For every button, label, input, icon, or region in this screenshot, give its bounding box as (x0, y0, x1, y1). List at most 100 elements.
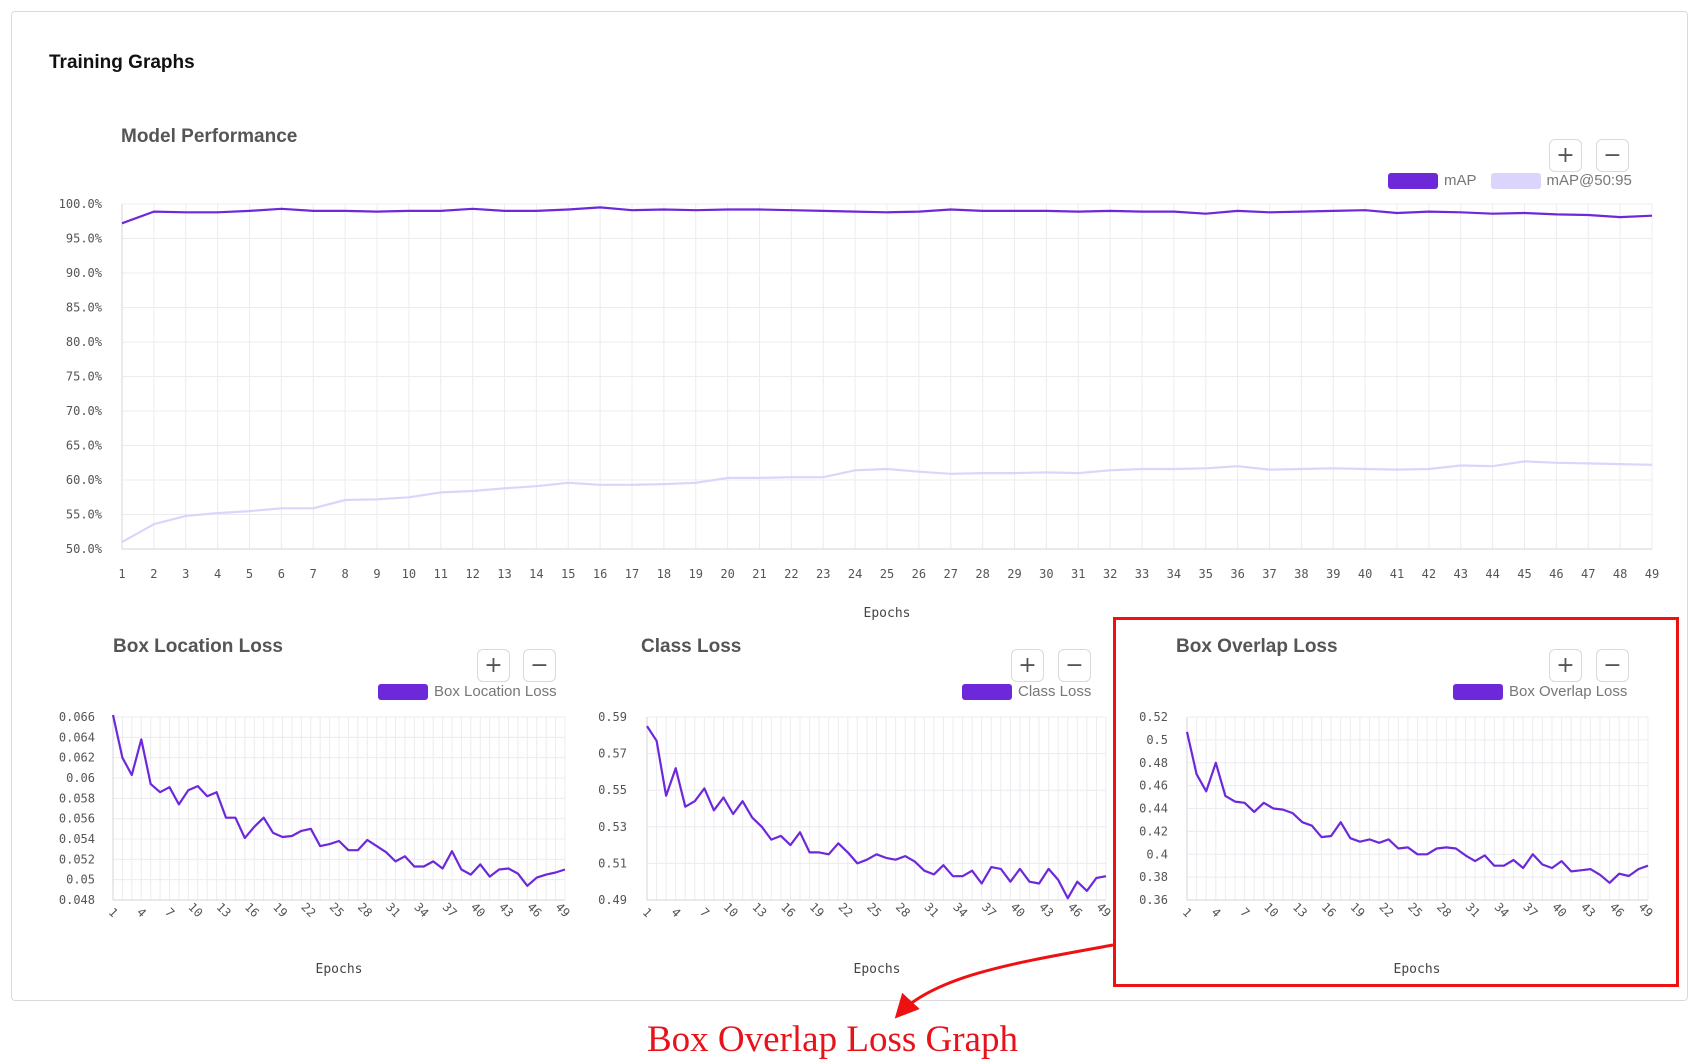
y-tick-label: 0.42 (1139, 824, 1168, 838)
series-line-map (121, 206, 1653, 225)
y-tick-label: 65.0% (66, 439, 103, 453)
card-title: Training Graphs (49, 52, 195, 73)
chart-title-box-overlap-loss: Box Overlap Loss (1176, 636, 1338, 657)
y-tick-label: 0.06 (66, 771, 95, 785)
y-tick-label: 0.55 (598, 783, 627, 797)
legend-label-map-50-95[interactable]: mAP@50:95 (1546, 172, 1632, 189)
zoom-out-button-class-loss[interactable]: − (1058, 649, 1091, 682)
x-tick-label: 44 (1485, 567, 1499, 581)
x-tick-label: 17 (625, 567, 639, 581)
y-tick-label: 70.0% (66, 404, 103, 418)
zoom-out-button-box-location-loss[interactable]: − (523, 649, 556, 682)
y-tick-label: 0.4 (1146, 847, 1168, 861)
grid (121, 203, 1653, 550)
x-tick-label: 6 (278, 567, 285, 581)
plus-icon: + (484, 653, 503, 678)
x-tick-label: 35 (1199, 567, 1213, 581)
zoom-in-button-class-loss[interactable]: + (1011, 649, 1044, 682)
y-tick-label: 0.49 (598, 893, 627, 907)
x-axis-title: Epochs (854, 962, 901, 977)
x-tick-label: 32 (1103, 567, 1117, 581)
minus-icon: − (530, 653, 549, 678)
x-tick-label: 20 (720, 567, 734, 581)
y-tick-label: 0.48 (1139, 756, 1168, 770)
plus-icon: + (1556, 143, 1575, 168)
y-tick-label: 0.066 (59, 710, 95, 724)
x-tick-label: 46 (1549, 567, 1563, 581)
x-tick-label: 19 (689, 567, 703, 581)
x-tick-label: 25 (880, 567, 894, 581)
x-tick-label: 13 (497, 567, 511, 581)
x-tick-label: 41 (1390, 567, 1404, 581)
legend-swatch-map-50-95[interactable] (1490, 172, 1541, 189)
y-tick-label: 0.36 (1139, 893, 1168, 907)
x-tick-label: 7 (310, 567, 317, 581)
y-tick-label: 60.0% (66, 473, 103, 487)
series-line-box-overlap-loss (1185, 731, 1649, 884)
x-tick-label: 37 (1262, 567, 1276, 581)
zoom-out-button-box-overlap-loss[interactable]: − (1596, 649, 1629, 682)
y-tick-label: 0.054 (59, 832, 95, 846)
legend-box-location-loss: Box Location Loss (378, 683, 557, 700)
legend-box-overlap-loss: Box Overlap Loss (1453, 683, 1627, 700)
plus-icon: + (1556, 653, 1575, 678)
x-tick-label: 26 (912, 567, 926, 581)
y-tick-label: 80.0% (66, 335, 103, 349)
x-tick-label: 3 (182, 567, 189, 581)
x-tick-label: 40 (1358, 567, 1372, 581)
y-tick-label: 0.46 (1139, 779, 1168, 793)
x-tick-label: 43 (1454, 567, 1468, 581)
highlight-box (1113, 617, 1679, 987)
callout-label: Box Overlap Loss Graph (647, 1019, 1018, 1060)
legend-swatch-box-overlap-loss[interactable] (1453, 683, 1503, 700)
chart-title-model-performance: Model Performance (121, 126, 298, 147)
y-tick-label: 0.064 (59, 730, 95, 744)
legend-label-class-loss[interactable]: Class Loss (1018, 683, 1092, 700)
y-tick-label: 90.0% (66, 266, 103, 280)
x-tick-label: 48 (1613, 567, 1627, 581)
y-tick-label: 50.0% (66, 542, 103, 556)
zoom-in-button-box-location-loss[interactable]: + (477, 649, 510, 682)
y-tick-label: 0.57 (598, 747, 627, 761)
x-tick-label: 4 (214, 567, 221, 581)
x-tick-label: 45 (1517, 567, 1531, 581)
x-tick-label: 33 (1135, 567, 1149, 581)
x-tick-label: 23 (816, 567, 830, 581)
legend-swatch-class-loss[interactable] (962, 683, 1012, 700)
y-tick-label: 0.056 (59, 812, 95, 826)
legend-label-box-overlap-loss[interactable]: Box Overlap Loss (1509, 683, 1628, 700)
x-tick-label: 10 (402, 567, 416, 581)
plot-model-performance: 100.0% 95.0% 90.0% 85.0% 80.0% 75.0% 70.0% 65.0… (59, 197, 1660, 621)
x-tick-label: 31 (1071, 567, 1085, 581)
x-tick-label: 22 (784, 567, 798, 581)
legend-label-box-location-loss[interactable]: Box Location Loss (434, 683, 557, 700)
x-tick-label: 14 (529, 567, 543, 581)
x-axis-title: Epochs (316, 962, 363, 977)
x-tick-label: 11 (434, 567, 448, 581)
legend-swatch-box-location-loss[interactable] (378, 683, 428, 700)
minus-icon: − (1603, 143, 1622, 168)
x-tick-label: 47 (1581, 567, 1595, 581)
zoom-in-button-box-overlap-loss[interactable]: + (1549, 649, 1582, 682)
y-tick-label: 85.0% (66, 301, 103, 315)
legend-swatch-map[interactable] (1388, 172, 1438, 189)
legend-label-map[interactable]: mAP (1444, 172, 1477, 189)
series-line-map-50-95 (121, 460, 1653, 544)
y-tick-label: 100.0% (59, 197, 103, 211)
x-tick-label: 34 (1167, 567, 1181, 581)
zoom-in-button-model-performance[interactable]: + (1549, 139, 1582, 172)
chart-title-class-loss: Class Loss (641, 636, 742, 657)
y-tick-label: 0.052 (59, 852, 95, 866)
x-tick-label: 49 (1645, 567, 1659, 581)
y-tick-label: 0.44 (1139, 802, 1168, 816)
y-tick-label: 0.058 (59, 791, 95, 805)
x-tick-label: 16 (593, 567, 607, 581)
series-line-class-loss (646, 725, 1107, 900)
plus-icon: + (1018, 653, 1037, 678)
y-tick-label: 0.048 (59, 893, 95, 907)
zoom-out-button-model-performance[interactable]: − (1596, 139, 1629, 172)
x-tick-label: 12 (465, 567, 479, 581)
x-tick-label: 36 (1230, 567, 1244, 581)
